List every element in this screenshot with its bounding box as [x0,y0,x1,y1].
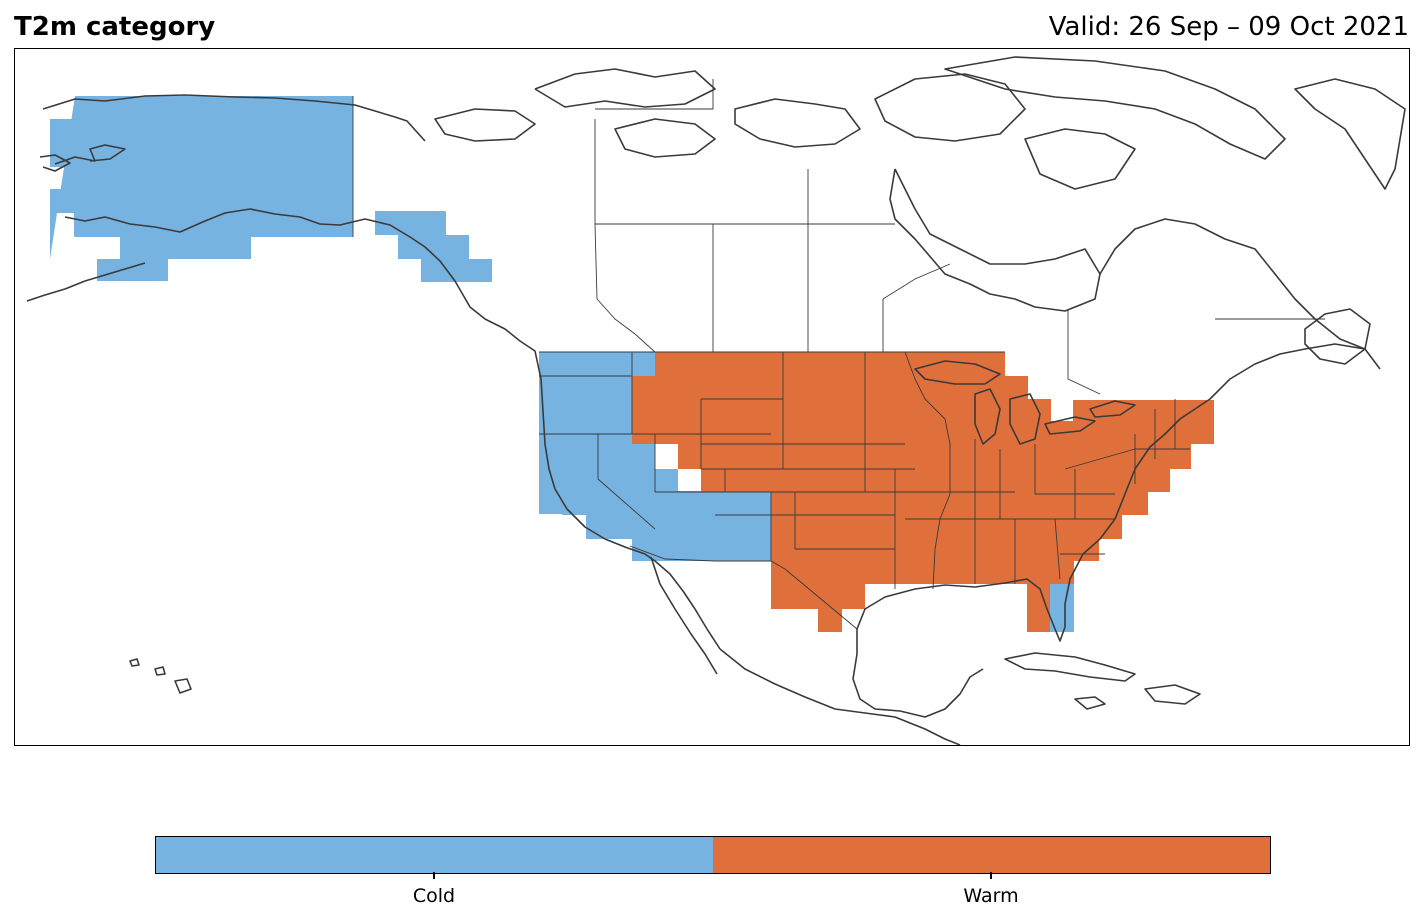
colorbar-label-cold: Cold [412,885,456,907]
colorbar-tick-cold [433,872,435,879]
coastlines [26,56,1406,745]
region-us-southwest [539,491,771,561]
colorbar-label-warm: Warm [963,885,1019,907]
region-florida-southeast-coast [1050,584,1074,632]
colorbar-segment-cold [156,837,713,873]
colorbar [155,836,1271,874]
region-us-pacific-northwest [539,352,701,514]
valid-date-range: Valid: 26 Sep – 09 Oct 2021 [1048,12,1409,42]
region-southeast-alaska-panhandle [375,211,492,282]
region-alaska [50,96,353,281]
map-panel [14,48,1410,746]
map-canvas [26,56,1406,745]
colorbar-segment-warm [713,837,1270,873]
political-borders [352,79,1325,630]
map-title: T2m category [14,12,216,42]
colorbar-tick-warm [990,872,992,879]
